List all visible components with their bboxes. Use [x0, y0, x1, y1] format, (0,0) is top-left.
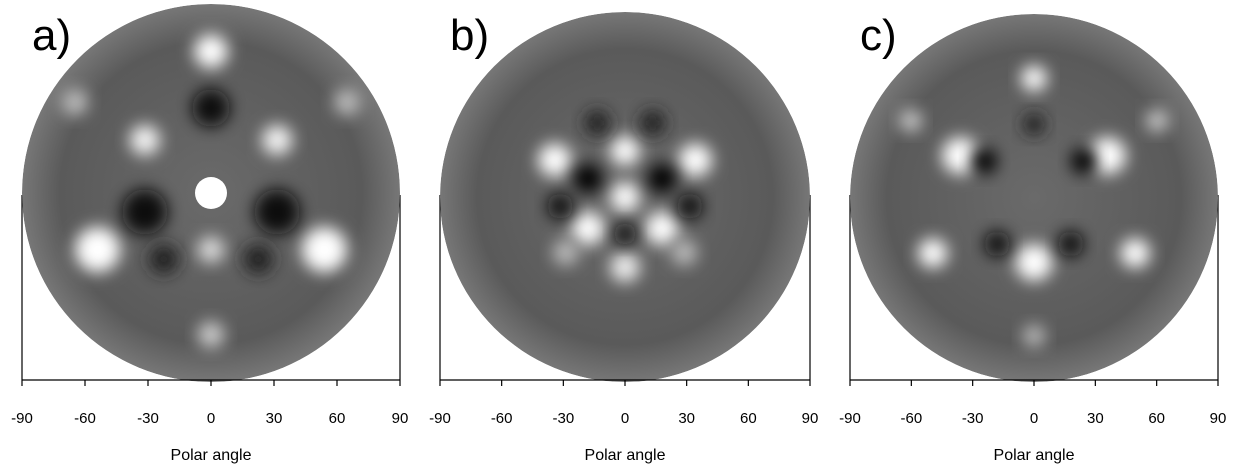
panel: -90 -60 -30 0 30 60 90 Polar angle c) — [839, 11, 1226, 464]
x-tick-label: 0 — [207, 410, 215, 427]
pattern-spot — [547, 193, 573, 219]
pattern-spot — [614, 223, 636, 245]
pattern-spot — [243, 244, 273, 274]
x-tick-label: 90 — [1210, 410, 1227, 427]
pattern-spot — [1146, 110, 1168, 132]
panel: -90 -60 -30 0 30 60 90 Polar angle b) — [429, 11, 818, 464]
x-tick-label: 60 — [740, 410, 757, 427]
pattern-spot — [1023, 325, 1045, 347]
x-tick-label: -30 — [137, 410, 159, 427]
x-tick-label: 30 — [1087, 410, 1104, 427]
pattern-spot — [122, 189, 167, 234]
panel-title: c) — [860, 11, 897, 60]
pattern-spot — [1021, 66, 1047, 92]
figure: -90 -60 -30 0 30 60 90 Polar angle a) -90 -60 -30 0 3… — [0, 0, 1247, 470]
pattern-spot — [610, 252, 640, 282]
pattern-spot — [1058, 231, 1084, 257]
x-tick-label: -60 — [900, 410, 922, 427]
diffraction-pattern — [440, 12, 810, 382]
diffraction-pattern — [22, 4, 400, 382]
x-tick-label: 0 — [621, 410, 629, 427]
pattern-spot — [302, 227, 347, 272]
pattern-spot — [553, 240, 579, 266]
panel-title: a) — [32, 11, 71, 60]
pattern-center — [195, 177, 227, 209]
pattern-spot — [647, 164, 677, 194]
pattern-spot — [573, 164, 603, 194]
pattern-spot — [610, 136, 640, 166]
pattern-spot — [198, 322, 224, 348]
x-tick-label: 60 — [1148, 410, 1165, 427]
panel: -90 -60 -30 0 30 60 90 Polar angle a) — [11, 4, 408, 464]
x-tick-label: -60 — [74, 410, 96, 427]
pattern-spot — [262, 125, 292, 155]
pattern-spot — [149, 244, 179, 274]
pattern-spot — [679, 143, 712, 176]
pattern-spot — [1016, 244, 1053, 281]
pattern-spot — [62, 89, 88, 115]
pattern-spot — [584, 110, 610, 136]
pattern-spot — [192, 89, 230, 127]
pattern-spot — [900, 110, 922, 132]
pattern-spot — [1071, 148, 1097, 174]
pattern-spot — [538, 143, 571, 176]
x-axis-label: Polar angle — [585, 447, 666, 464]
x-axis-label: Polar angle — [994, 447, 1075, 464]
x-tick-label: -30 — [552, 410, 574, 427]
pattern-spot — [984, 231, 1010, 257]
pattern-spot — [645, 212, 678, 245]
x-tick-label: -30 — [962, 410, 984, 427]
x-tick-label: -90 — [11, 410, 33, 427]
pattern-spot — [198, 236, 224, 262]
pattern-spot — [571, 212, 604, 245]
pattern-spot — [254, 189, 299, 234]
x-tick-label: -90 — [429, 410, 451, 427]
pattern-spot — [334, 89, 360, 115]
pattern-spot — [640, 110, 666, 136]
pattern-spot — [194, 34, 228, 68]
pattern-spot — [130, 125, 160, 155]
x-tick-label: -60 — [491, 410, 513, 427]
diffraction-pattern — [850, 14, 1218, 382]
panel-title: b) — [450, 11, 489, 60]
pattern-spot — [971, 148, 997, 174]
x-tick-label: 0 — [1030, 410, 1038, 427]
pattern-spot — [1023, 113, 1045, 135]
x-tick-label: -90 — [839, 410, 861, 427]
pattern-spot — [671, 240, 697, 266]
x-tick-label: 90 — [392, 410, 409, 427]
x-tick-label: 90 — [802, 410, 819, 427]
pattern-spot — [75, 227, 120, 272]
x-tick-label: 30 — [266, 410, 283, 427]
pattern-spot — [918, 238, 947, 267]
pattern-spot — [1120, 238, 1149, 267]
x-tick-label: 60 — [329, 410, 346, 427]
pattern-spot — [610, 182, 640, 212]
x-tick-label: 30 — [678, 410, 695, 427]
pattern-spot — [677, 193, 703, 219]
x-axis-label: Polar angle — [171, 447, 252, 464]
